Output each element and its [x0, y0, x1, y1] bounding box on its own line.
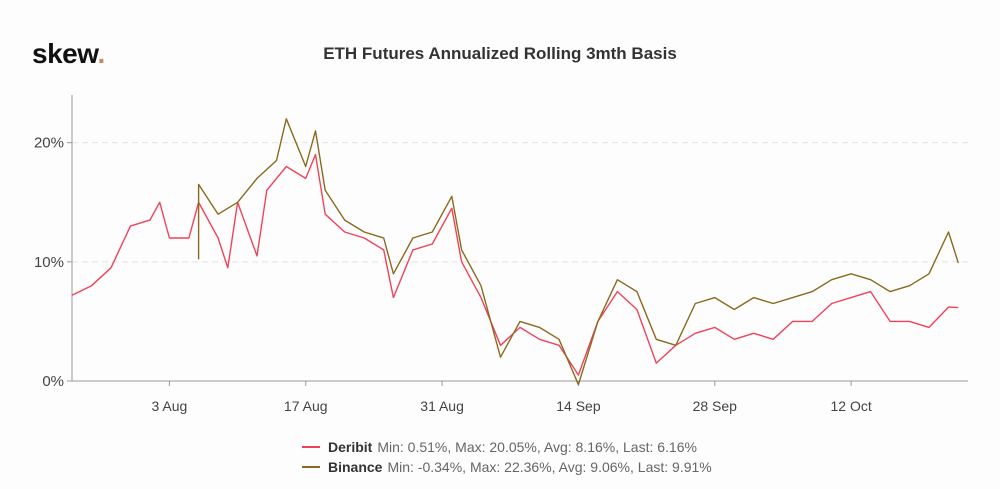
x-tick-label: 17 Aug — [284, 398, 328, 414]
legend: Deribit Min: 0.51%, Max: 20.05%, Avg: 8.… — [302, 437, 712, 477]
legend-label-binance: Binance — [328, 459, 383, 475]
skew-logo: skew. — [32, 38, 105, 70]
legend-item-deribit[interactable]: Deribit Min: 0.51%, Max: 20.05%, Avg: 8.… — [302, 437, 712, 457]
y-tick-label: 20% — [34, 135, 64, 152]
series-line-binance — [197, 118, 959, 386]
x-tick-label: 12 Oct — [831, 398, 872, 414]
legend-swatch-binance — [302, 466, 320, 468]
series-line-deribit — [71, 153, 959, 376]
legend-label-deribit: Deribit — [328, 439, 373, 455]
x-tick-label: 31 Aug — [420, 398, 464, 414]
legend-item-binance[interactable]: Binance Min: -0.34%, Max: 22.36%, Avg: 9… — [302, 457, 712, 477]
logo-text: skew — [32, 38, 98, 69]
x-tick-label: 28 Sep — [693, 398, 738, 414]
x-tick-label: 3 Aug — [151, 398, 187, 414]
legend-stats-deribit: Min: 0.51%, Max: 20.05%, Avg: 8.16%, Las… — [377, 439, 697, 455]
x-tick-label: 14 Sep — [556, 398, 601, 414]
y-tick-label: 0% — [42, 373, 64, 390]
y-tick-label: 10% — [34, 254, 64, 271]
legend-swatch-deribit — [302, 446, 320, 448]
legend-stats-binance: Min: -0.34%, Max: 22.36%, Avg: 9.06%, La… — [387, 459, 712, 475]
chart-title: ETH Futures Annualized Rolling 3mth Basi… — [323, 44, 677, 63]
logo-dot: . — [97, 38, 105, 69]
